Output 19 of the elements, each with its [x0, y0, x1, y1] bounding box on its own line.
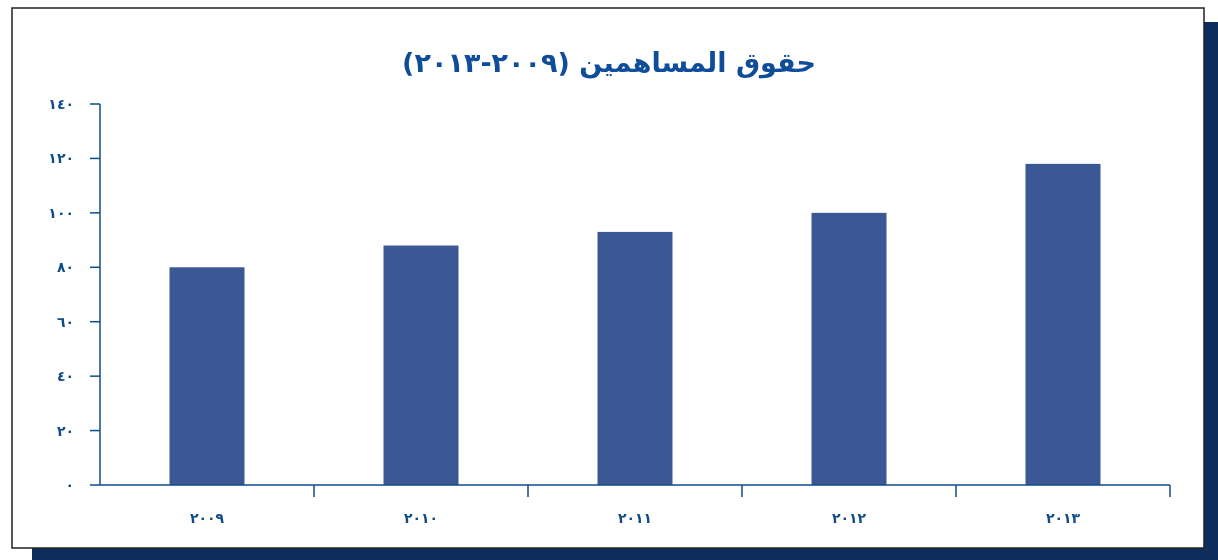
x-tick-label: ٢٠٠٩ — [189, 510, 225, 526]
bar — [811, 212, 887, 485]
y-tick-label: ١٢٠ — [48, 150, 74, 167]
y-tick-label: ٢٠ — [56, 422, 74, 439]
chart-title: حقوق المساهمين (٢٠٠٩-٢٠١٣) — [402, 47, 816, 79]
bar — [597, 231, 673, 485]
y-tick-label: ٦٠ — [56, 313, 74, 330]
x-tick-label: ٢٠١١ — [617, 510, 653, 526]
x-tick-label: ٢٠١٣ — [1045, 510, 1081, 526]
x-tick-label: ٢٠١٠ — [403, 510, 439, 526]
y-tick-label: ٠ — [65, 477, 74, 493]
y-tick-label: ٤٠ — [56, 368, 74, 385]
bar — [383, 245, 459, 485]
bar — [1025, 163, 1101, 485]
y-tick-label: ١٠٠ — [48, 204, 74, 221]
x-tick-label: ٢٠١٢ — [831, 510, 867, 526]
bar — [169, 267, 245, 485]
y-tick-label: ١٤٠ — [48, 96, 74, 112]
y-tick-label: ٨٠ — [56, 259, 74, 276]
